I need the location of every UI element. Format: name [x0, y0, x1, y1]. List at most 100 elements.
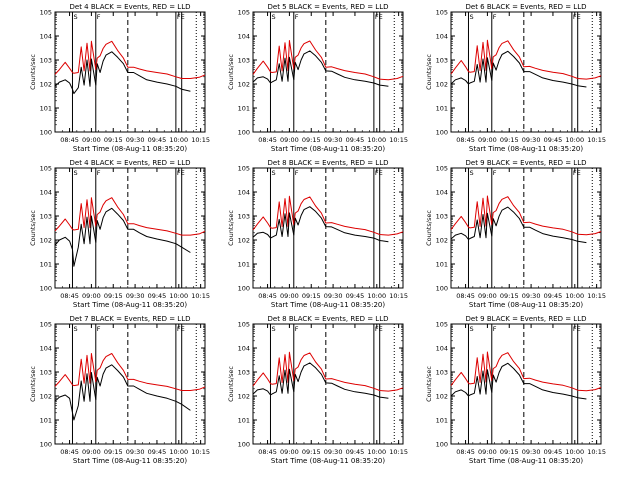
y-tick-label: 103	[40, 369, 52, 377]
y-axis-label: Counts/sec	[29, 210, 37, 246]
y-tick-label: 104	[40, 345, 52, 353]
x-tick-label: 09:45	[148, 136, 167, 144]
x-tick-label: 09:30	[522, 448, 541, 456]
series-line-events	[252, 206, 389, 243]
plot-frame	[54, 323, 206, 445]
x-tick-label: 09:45	[346, 136, 365, 144]
y-tick-label: 100	[436, 129, 448, 137]
x-tick-label: 10:00	[565, 448, 584, 456]
panel-6: 100 101 102 103 104 105 08:45 09:00 09:15 09:30 09…	[425, 159, 606, 309]
y-axis-label: Counts/sec	[29, 366, 37, 402]
series-line-lld	[54, 353, 206, 391]
marker-label: S	[271, 169, 275, 177]
x-tick-label: 09:30	[324, 136, 343, 144]
x-axis-label: Start Time (08-Aug-11 08:35:20)	[73, 457, 187, 465]
marker-label: S	[73, 169, 77, 177]
marker-label: S	[73, 325, 77, 333]
series-line-events	[54, 207, 191, 267]
series-line-events	[450, 362, 587, 400]
series-line-lld	[54, 40, 206, 79]
x-tick-label: 09:00	[478, 448, 497, 456]
marker-label: FE	[177, 169, 185, 177]
x-tick-label: 10:15	[587, 136, 606, 144]
marker-label: S	[469, 325, 473, 333]
panel-title: Det 9 BLACK = Events, RED = LLD	[466, 315, 587, 323]
marker-label: F	[97, 169, 101, 177]
x-tick-label: 09:00	[82, 136, 101, 144]
panel-title: Det 8 BLACK = Events, RED = LLD	[268, 159, 389, 167]
y-tick-label: 102	[238, 393, 250, 401]
y-tick-label: 100	[40, 441, 52, 449]
panel-title: Det 6 BLACK = Events, RED = LLD	[466, 3, 587, 11]
y-tick-label: 101	[238, 105, 250, 113]
y-tick-label: 102	[436, 393, 448, 401]
panel-title: Det 7 BLACK = Events, RED = LLD	[70, 315, 191, 323]
x-tick-label: 09:15	[104, 448, 123, 456]
y-axis-label: Counts/sec	[425, 210, 433, 246]
x-tick-label: 09:45	[346, 292, 365, 300]
y-tick-label: 100	[436, 285, 448, 293]
y-tick-label: 101	[238, 261, 250, 269]
y-tick-label: 101	[436, 261, 448, 269]
x-tick-label: 09:00	[82, 292, 101, 300]
series-line-lld	[450, 351, 602, 392]
y-tick-label: 105	[436, 165, 448, 173]
panel-title: Det 4 BLACK = Events, RED = LLD	[70, 159, 191, 167]
x-axis-label: Start Time (08-Aug-11 08:35:20)	[469, 145, 583, 153]
marker-label: F	[493, 169, 497, 177]
x-tick-label: 08:45	[60, 136, 79, 144]
plot-frame	[54, 11, 206, 133]
marker-label: F	[295, 169, 299, 177]
y-tick-label: 105	[40, 321, 52, 329]
x-tick-label: 10:15	[587, 448, 606, 456]
x-tick-label: 09:45	[148, 448, 167, 456]
x-tick-label: 09:15	[302, 448, 321, 456]
x-tick-label: 09:30	[324, 448, 343, 456]
panel-2: 100 101 102 103 104 105 08:45 09:00 09:15 09:30 09…	[227, 3, 408, 153]
plot-frame	[252, 167, 404, 289]
x-tick-label: 09:15	[302, 136, 321, 144]
marker-label: FE	[573, 13, 581, 21]
y-tick-label: 102	[436, 237, 448, 245]
x-tick-label: 09:30	[522, 136, 541, 144]
series-line-lld	[252, 195, 404, 236]
x-tick-label: 09:30	[126, 448, 145, 456]
x-tick-label: 10:00	[169, 136, 188, 144]
y-tick-label: 100	[238, 285, 250, 293]
y-tick-label: 103	[238, 213, 250, 221]
x-tick-label: 09:30	[324, 292, 343, 300]
marker-label: S	[469, 169, 473, 177]
x-axis-label: Start Time (08-Aug-11 08:35:20)	[271, 145, 385, 153]
y-tick-label: 100	[40, 129, 52, 137]
x-tick-label: 10:00	[367, 292, 386, 300]
y-tick-label: 102	[238, 81, 250, 89]
y-tick-label: 104	[436, 189, 448, 197]
y-tick-label: 101	[436, 417, 448, 425]
x-axis-label: Start Time (08-Aug-11 08:35:20)	[271, 301, 385, 309]
x-tick-label: 08:45	[258, 136, 277, 144]
y-tick-label: 101	[436, 105, 448, 113]
x-tick-label: 09:45	[544, 292, 563, 300]
x-tick-label: 09:00	[280, 136, 299, 144]
x-tick-label: 09:45	[544, 136, 563, 144]
plot-frame	[450, 11, 602, 133]
panel-4: 100 101 102 103 104 105 08:45 09:00 09:15 09:30 09…	[29, 159, 210, 309]
y-tick-label: 105	[238, 165, 250, 173]
x-tick-label: 09:15	[500, 292, 519, 300]
panel-title: Det 8 BLACK = Events, RED = LLD	[268, 315, 389, 323]
marker-label: FE	[375, 325, 383, 333]
series-line-lld	[450, 195, 602, 236]
x-tick-label: 08:45	[456, 448, 475, 456]
x-tick-label: 10:00	[565, 292, 584, 300]
marker-label: S	[469, 13, 473, 21]
x-tick-label: 08:45	[60, 448, 79, 456]
x-tick-label: 10:00	[169, 292, 188, 300]
x-tick-label: 10:15	[191, 292, 210, 300]
x-tick-label: 10:15	[191, 136, 210, 144]
x-tick-label: 08:45	[60, 292, 79, 300]
plot-frame	[450, 167, 602, 289]
y-axis-label: Counts/sec	[227, 210, 235, 246]
x-tick-label: 09:45	[544, 448, 563, 456]
y-tick-label: 102	[436, 81, 448, 89]
